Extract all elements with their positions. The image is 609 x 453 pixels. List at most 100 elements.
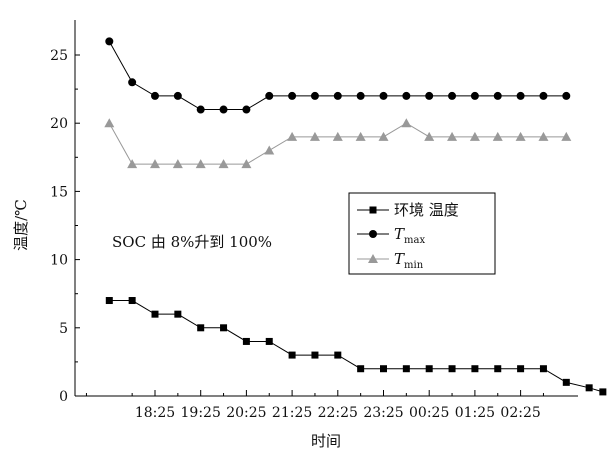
legend-label: Tmax <box>394 225 425 246</box>
data-point <box>218 159 229 169</box>
data-point <box>425 91 434 100</box>
data-point <box>195 159 206 169</box>
legend-marker <box>369 206 377 214</box>
annotation-text: SOC 由 8%升到 100% <box>112 233 272 251</box>
data-point <box>471 365 479 373</box>
data-point <box>242 105 251 114</box>
y-tick-label: 20 <box>50 116 68 132</box>
data-point <box>311 351 319 359</box>
data-point <box>355 131 366 141</box>
data-point <box>402 365 410 373</box>
y-axis-title: 温度/℃ <box>12 199 30 251</box>
x-tick-label: 22:25 <box>318 405 358 421</box>
x-tick-label: 00:25 <box>409 405 449 421</box>
data-point <box>356 91 365 100</box>
y-tick-label: 0 <box>59 389 68 405</box>
data-point <box>105 297 113 305</box>
data-point <box>128 297 136 305</box>
legend-marker <box>368 254 378 263</box>
data-point <box>493 91 502 100</box>
data-point <box>539 365 547 373</box>
data-point <box>309 131 320 141</box>
data-point <box>219 105 228 114</box>
x-ticks: 18:25 19:25 20:25 21:25 22:25 23:25 00:25 01:25… <box>85 390 544 421</box>
data-point <box>310 91 319 100</box>
legend-label-main: T <box>394 250 405 268</box>
x-tick-label: 21:25 <box>272 405 312 421</box>
data-point <box>562 91 571 100</box>
data-point <box>380 365 387 373</box>
data-point <box>288 351 296 359</box>
legend-label: 环境 温度 <box>394 201 459 219</box>
x-tick-label: 01:25 <box>455 405 495 421</box>
series-1 <box>105 297 607 396</box>
data-point <box>128 78 137 87</box>
x-axis-title: 时间 <box>311 432 341 450</box>
data-point <box>378 131 389 141</box>
x-tick-label: 23:25 <box>363 405 403 421</box>
data-point <box>265 337 273 345</box>
data-point <box>492 131 503 141</box>
y-tick-label: 10 <box>50 253 68 269</box>
data-point <box>447 131 458 141</box>
data-point <box>402 91 411 100</box>
data-point <box>334 351 342 359</box>
x-tick-label: 20:25 <box>226 405 266 421</box>
series-line <box>109 300 604 393</box>
data-point <box>264 145 275 155</box>
x-tick-label: 02:25 <box>500 405 540 421</box>
y-tick-label: 15 <box>50 184 68 200</box>
data-point <box>379 91 388 100</box>
data-point <box>470 91 479 100</box>
data-point <box>104 118 115 128</box>
series-2 <box>105 37 571 114</box>
legend-item: Tmax <box>357 225 425 246</box>
data-point <box>172 159 183 169</box>
data-point <box>105 37 114 46</box>
legend-label-subscript: max <box>404 235 425 246</box>
data-point <box>265 91 274 100</box>
data-point <box>515 131 526 141</box>
data-point <box>469 131 480 141</box>
data-point <box>288 91 297 100</box>
data-point <box>425 365 433 373</box>
y-tick-label: 25 <box>50 48 68 64</box>
y-ticks: 0 5 10 15 20 25 <box>50 48 80 405</box>
series-line <box>108 122 567 165</box>
data-point <box>151 91 159 100</box>
series-layer <box>104 37 607 396</box>
data-point <box>333 91 342 100</box>
x-tick-label: 18:25 <box>135 405 175 421</box>
data-point <box>196 105 205 114</box>
data-point <box>151 310 159 318</box>
data-point <box>424 131 435 141</box>
data-point <box>220 324 228 332</box>
legend-item: 环境 温度 <box>357 201 459 219</box>
legend-label-main: T <box>394 225 405 243</box>
data-point <box>332 131 343 141</box>
series-3 <box>104 118 572 169</box>
data-point <box>127 159 138 169</box>
legend-label-subscript: min <box>404 260 424 271</box>
data-point <box>494 365 502 373</box>
data-point <box>401 118 412 128</box>
data-point <box>585 384 593 392</box>
data-point <box>173 91 182 100</box>
data-point <box>241 159 252 169</box>
data-point <box>150 159 160 169</box>
data-point <box>242 337 250 345</box>
data-point <box>561 131 572 141</box>
data-point <box>517 365 525 373</box>
data-point <box>197 324 205 332</box>
data-point <box>174 310 182 318</box>
data-point <box>599 388 607 396</box>
legend-item: Tmin <box>357 250 424 271</box>
data-point <box>357 365 365 373</box>
y-tick-label: 5 <box>59 321 68 337</box>
data-point <box>448 91 457 100</box>
data-point <box>539 91 548 100</box>
data-point <box>448 365 456 373</box>
